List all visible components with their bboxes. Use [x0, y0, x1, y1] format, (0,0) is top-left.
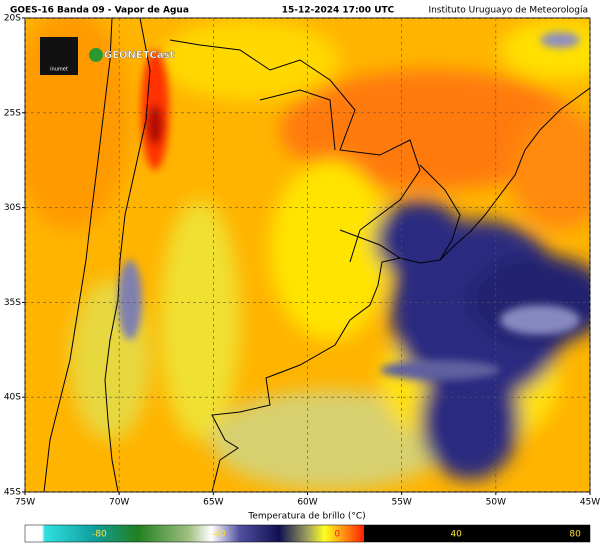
lon-tick-label: 60W: [297, 498, 317, 508]
colorbar-tick-label: 80: [569, 530, 581, 540]
geonetcast-logo-icon: [89, 48, 103, 62]
lat-tick-label: 30S: [4, 203, 21, 213]
colorbar-tick-label: -80: [92, 530, 107, 540]
inumet-logo: [40, 37, 78, 75]
colorbar-label: Temperatura de brillo (°C): [247, 512, 365, 522]
lat-tick-label: 40S: [4, 393, 21, 403]
title: GOES-16 Banda 09 - Vapor de Agua: [10, 6, 189, 16]
colorbar: [24, 524, 591, 543]
lat-tick-label: 20S: [4, 14, 21, 24]
lat-tick-label: 35S: [4, 298, 21, 308]
lon-tick-label: 75W: [15, 498, 35, 508]
colorbar-tick-label: 40: [450, 530, 462, 540]
inumet-logo-text: inumet: [50, 67, 68, 73]
lat-tick-label: 25S: [4, 108, 21, 118]
satellite-image: [25, 18, 590, 492]
colorbar-tick-label: 0: [334, 530, 340, 540]
coastlines: [43, 18, 590, 492]
lat-tick-label: 45S: [4, 488, 21, 498]
colorbar-tick-label: -40: [211, 530, 226, 540]
datetime: 15-12-2024 17:00 UTC: [282, 6, 395, 16]
lon-tick-label: 50W: [486, 498, 506, 508]
lon-tick-label: 65W: [203, 498, 223, 508]
lon-tick-label: 45W: [580, 498, 600, 508]
lon-tick-label: 70W: [109, 498, 129, 508]
lon-tick-label: 55W: [391, 498, 411, 508]
institution: Instituto Uruguayo de Meteorología: [428, 6, 588, 16]
geonetcast-logo-text: GEONETCast: [104, 50, 175, 61]
